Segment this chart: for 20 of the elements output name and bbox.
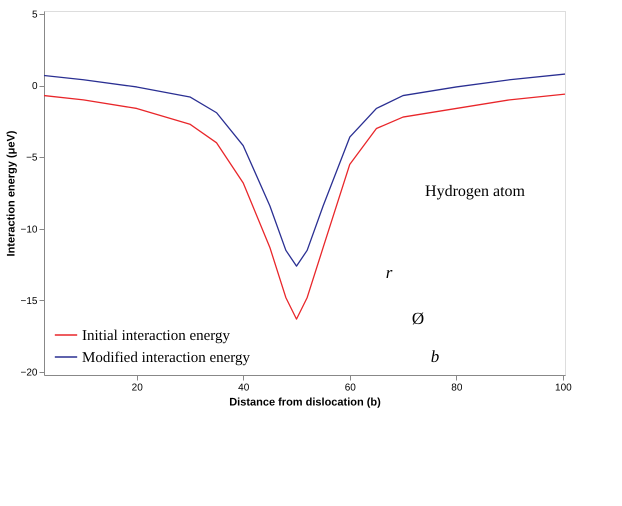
y-tick-label: 0: [32, 81, 38, 92]
line-series: [43, 73, 566, 267]
y-tick-label: −10: [20, 224, 38, 236]
legend-label: Modified interaction energy: [82, 350, 251, 366]
annotation: Hydrogen atom: [425, 183, 526, 200]
x-tick-label: 20: [132, 382, 144, 394]
y-tick-label: −5: [26, 152, 38, 164]
y-tick-label: −20: [20, 368, 38, 379]
x-tick-label: 100: [555, 382, 572, 394]
x-axis-title: Distance from dislocation (b): [229, 396, 382, 408]
annotation: b: [430, 347, 440, 366]
x-tick-label: 60: [344, 382, 356, 394]
x-tick-label: 40: [238, 382, 250, 394]
x-tick-label: 80: [451, 382, 463, 394]
legend-label: Initial interaction energy: [82, 328, 230, 344]
y-tick-label: −15: [20, 296, 38, 307]
annotation: Ø: [412, 309, 424, 328]
annotation: r: [386, 263, 393, 282]
y-axis-title: Interaction energy (μeV): [6, 130, 18, 256]
y-tick-label: 5: [32, 9, 38, 20]
